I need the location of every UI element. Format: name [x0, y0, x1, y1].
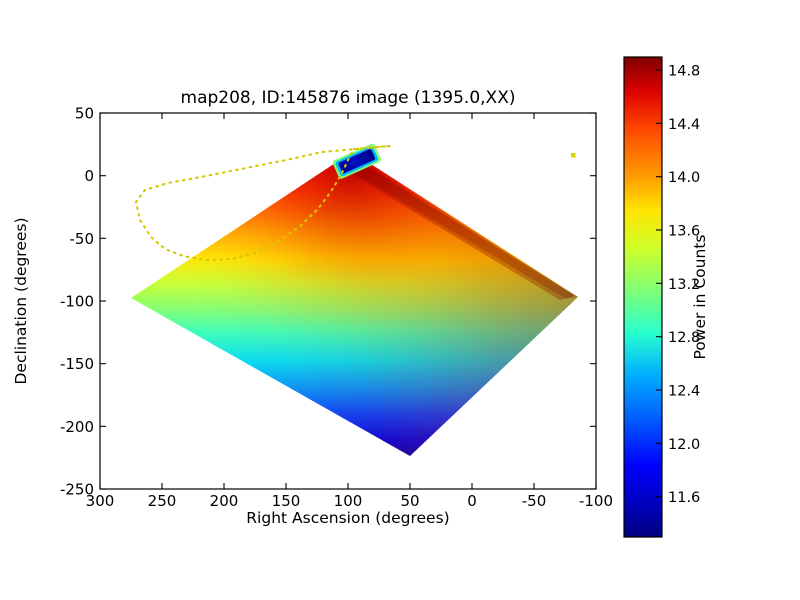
notch-core [338, 149, 376, 174]
x-tick-label: 0 [467, 492, 477, 510]
y-tick-labels: 50 0 -50 -100 -150 -200 -250 [60, 105, 94, 499]
x-tick-marks [99, 113, 597, 489]
colorbar-tick-label: 13.6 [668, 224, 700, 240]
x-tick-label: -50 [522, 492, 547, 510]
y-tick-label: 50 [75, 105, 94, 123]
colorbar-tick-label: 12.4 [668, 384, 700, 400]
x-tick-label: 200 [210, 492, 239, 510]
isolated-point-marker [571, 153, 576, 158]
colorbar-tick-label: 14.8 [668, 64, 700, 80]
y-tick-label: -250 [60, 481, 94, 499]
y-tick-marks [100, 112, 596, 490]
x-tick-label: 250 [148, 492, 177, 510]
colorbar-tick-marks [656, 69, 662, 498]
colorbar-label: Power in Counts [691, 235, 709, 360]
y-tick-label: -50 [70, 230, 95, 248]
colorbar-tick-label: 12.0 [668, 437, 700, 453]
x-tick-label: -100 [579, 492, 613, 510]
colorbar-tick-labels: 14.8 14.4 14.0 13.6 13.2 12.8 12.4 12.0 … [668, 64, 700, 507]
x-tick-label: 50 [400, 492, 419, 510]
colorbar-frame [623, 56, 663, 538]
y-axis-label: Declination (degrees) [12, 217, 30, 384]
colorbar-tick-label: 13.2 [668, 277, 700, 293]
colorbar-gradient [624, 57, 662, 537]
ridge-crease [348, 160, 575, 300]
y-tick-label: -150 [60, 355, 94, 373]
colorbar: 14.8 14.4 14.0 13.6 13.2 12.8 12.4 12.0 … [623, 56, 709, 538]
cold-notch [332, 143, 381, 179]
colorbar-tick-label: 11.6 [668, 490, 700, 506]
x-tick-label: 150 [272, 492, 301, 510]
colorbar-tick-label: 12.8 [668, 330, 700, 346]
colorbar-tick-label: 14.0 [668, 170, 700, 186]
y-tick-label: -100 [60, 293, 94, 311]
colorbar-tick-label: 14.4 [668, 117, 700, 133]
x-axis-label: Right Ascension (degrees) [246, 509, 449, 527]
y-tick-label: 0 [84, 167, 94, 185]
x-tick-label: 300 [86, 492, 115, 510]
y-tick-label: -200 [60, 418, 94, 436]
x-tick-labels: 300 250 200 150 100 50 0 -50 -100 [86, 492, 613, 510]
ridge-crease-inner [346, 156, 578, 299]
x-tick-label: 100 [334, 492, 363, 510]
plot-title: map208, ID:145876 image (1395.0,XX) [181, 88, 516, 108]
